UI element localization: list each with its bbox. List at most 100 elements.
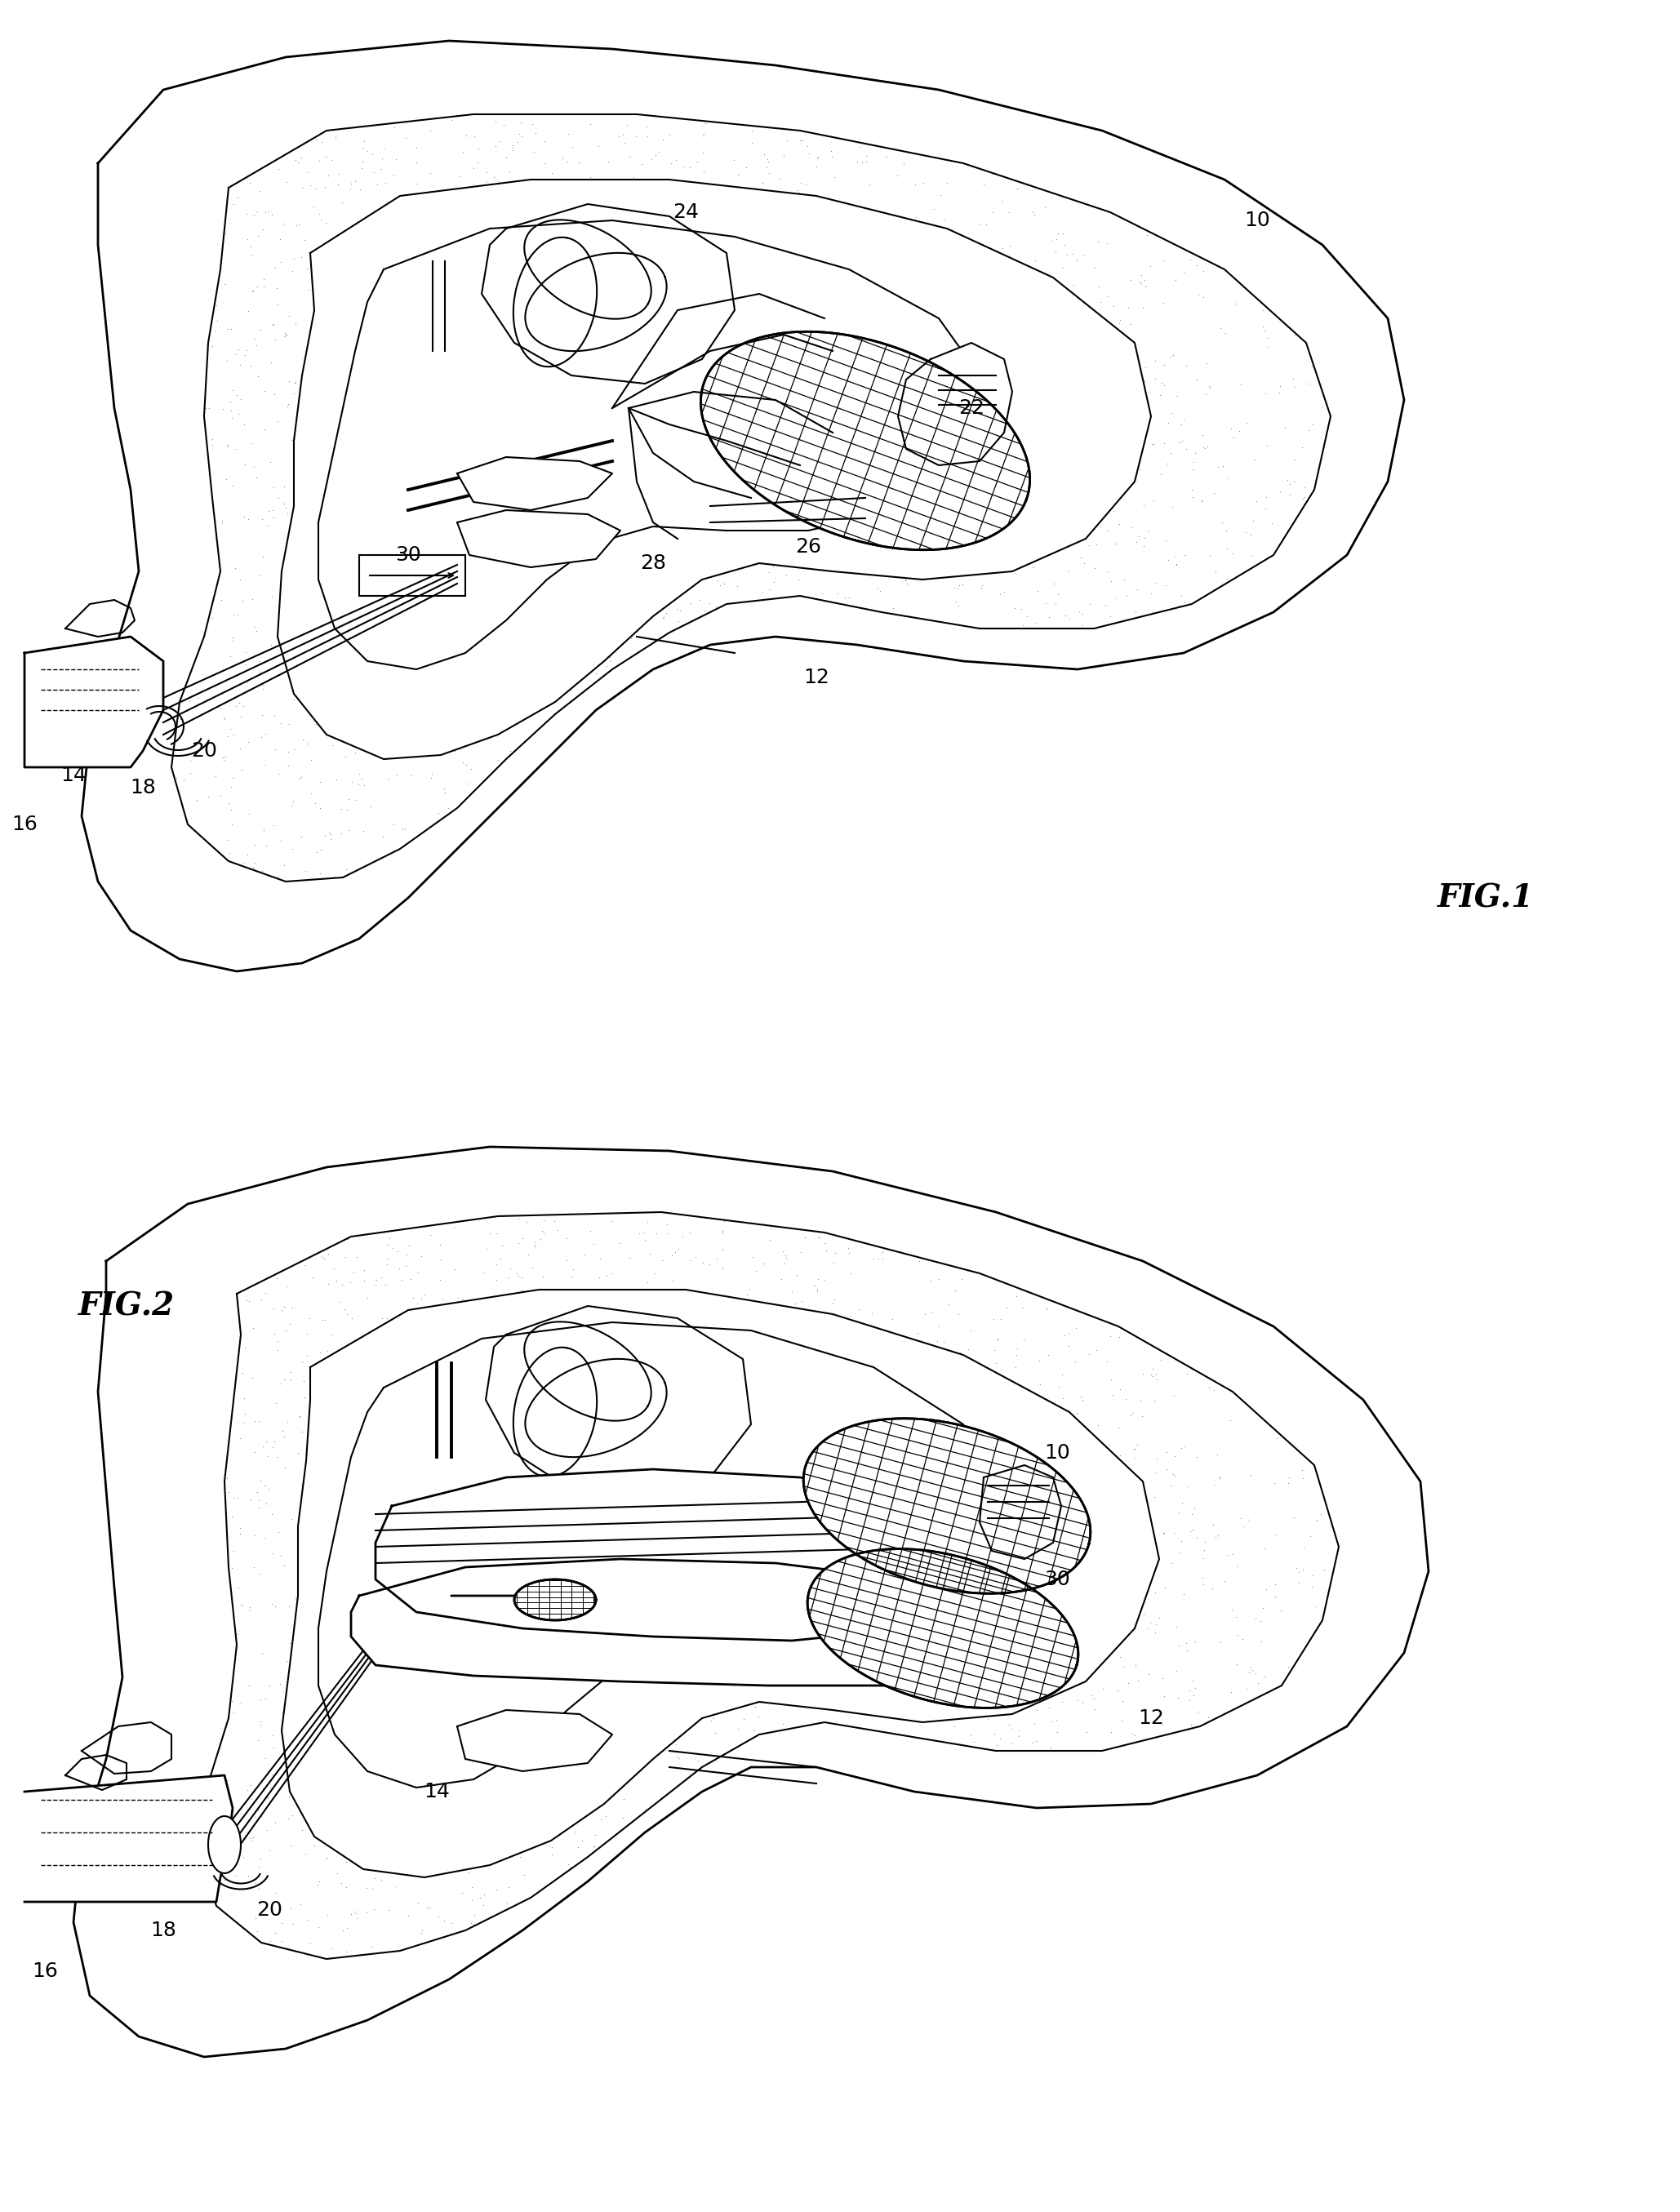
Point [862, 330, 889, 365]
Point [598, 1655, 625, 1690]
Point [276, 299, 302, 334]
Point [499, 128, 526, 164]
Point [685, 288, 712, 323]
Point [260, 697, 287, 732]
Text: 22: 22 [958, 398, 984, 418]
Point [1179, 451, 1206, 487]
Point [808, 1686, 835, 1721]
Point [534, 546, 561, 582]
Point [363, 1263, 390, 1298]
Point [909, 1652, 936, 1688]
Point [501, 1405, 528, 1440]
Point [875, 1635, 902, 1670]
Point [793, 1575, 820, 1610]
Point [410, 1276, 437, 1312]
Point [328, 1356, 354, 1391]
Point [312, 1840, 339, 1876]
Point [860, 1411, 887, 1447]
Point [274, 387, 301, 422]
Point [418, 1646, 445, 1681]
Point [410, 1679, 437, 1714]
Point [294, 726, 321, 761]
Point [410, 484, 437, 520]
Point [929, 201, 956, 237]
Point [329, 316, 356, 352]
Point [946, 1613, 973, 1648]
Point [951, 1608, 978, 1644]
Point [553, 1747, 580, 1783]
Point [1038, 369, 1065, 405]
Point [501, 1276, 528, 1312]
Point [608, 580, 635, 615]
Point [620, 159, 647, 195]
Point [311, 818, 338, 854]
Point [519, 1502, 546, 1537]
Point [437, 1509, 464, 1544]
Point [232, 635, 259, 670]
Point [1011, 1478, 1038, 1513]
Point [732, 148, 759, 184]
Point [274, 1405, 301, 1440]
PathPatch shape [200, 1212, 1339, 1960]
Point [929, 1597, 956, 1632]
Point [823, 462, 850, 498]
Point [232, 447, 259, 482]
Point [1053, 484, 1080, 520]
Point [1003, 540, 1030, 575]
Point [480, 1630, 507, 1666]
Point [301, 1475, 328, 1511]
Point [1074, 469, 1100, 504]
Point [482, 1641, 509, 1677]
Point [1114, 1471, 1141, 1506]
Point [1131, 263, 1158, 299]
Point [464, 1301, 491, 1336]
Point [368, 1655, 395, 1690]
Point [408, 524, 435, 560]
Point [1196, 369, 1223, 405]
Point [922, 1584, 949, 1619]
Point [1095, 1486, 1122, 1522]
Point [304, 834, 331, 869]
Point [348, 761, 375, 796]
Point [533, 531, 559, 566]
Point [1169, 422, 1196, 458]
Point [852, 323, 879, 358]
Point [1097, 1714, 1124, 1750]
Point [959, 1655, 986, 1690]
Point [336, 1367, 363, 1402]
Point [430, 246, 457, 281]
Point [276, 734, 302, 770]
Point [632, 296, 659, 332]
Point [279, 785, 306, 821]
Point [442, 719, 469, 754]
Point [240, 197, 267, 232]
Point [464, 285, 491, 321]
Point [388, 442, 415, 478]
Point [470, 1526, 497, 1562]
Point [576, 529, 603, 564]
Point [484, 476, 511, 511]
Point [262, 1316, 289, 1352]
Point [326, 155, 353, 190]
Point [1053, 1652, 1080, 1688]
Point [738, 126, 764, 161]
Point [749, 372, 776, 407]
Point [296, 272, 323, 307]
Point [633, 1203, 660, 1239]
Point [734, 349, 761, 385]
Point [415, 701, 442, 737]
Point [344, 768, 371, 803]
Point [482, 128, 509, 164]
Point [328, 389, 354, 425]
Point [333, 1564, 360, 1599]
Point [249, 719, 276, 754]
Point [1158, 1469, 1184, 1504]
Point [1117, 305, 1144, 341]
Point [323, 1263, 349, 1298]
Point [368, 1863, 395, 1898]
Point [420, 712, 447, 748]
Point [1247, 1604, 1273, 1639]
Point [444, 619, 470, 655]
Point [665, 1741, 692, 1776]
Point [931, 372, 958, 407]
